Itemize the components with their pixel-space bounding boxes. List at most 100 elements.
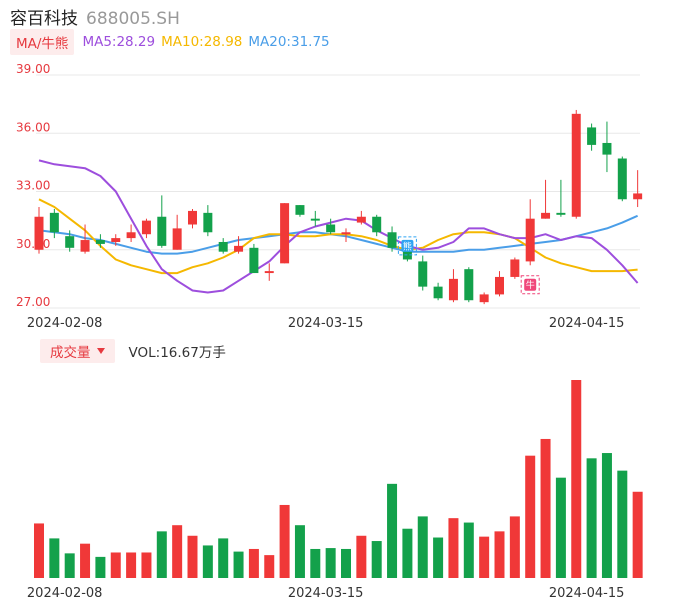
ma5-legend: MA5:28.29 [82, 34, 156, 50]
volume-x-tick-label: 2024-04-15 [549, 586, 625, 601]
candle-body [602, 142, 612, 155]
bear-badge-label: 熊 [403, 240, 412, 252]
candle-body [34, 216, 44, 250]
candle-body [95, 240, 105, 244]
candle-body [587, 127, 597, 145]
candle-body [280, 203, 290, 264]
volume-bar [80, 543, 91, 578]
volume-bar [156, 531, 167, 578]
volume-x-tick-label: 2024-02-08 [27, 586, 103, 601]
volume-bar [172, 525, 183, 578]
candle-body [387, 232, 397, 248]
candle-body [402, 245, 412, 260]
volume-bar [34, 523, 44, 578]
candle-body [510, 259, 520, 277]
candle-body [326, 224, 336, 233]
bull-badge-icon [524, 278, 537, 291]
candle-body [341, 232, 351, 235]
volume-bar [494, 531, 505, 578]
volume-bar [540, 438, 551, 578]
volume-bar [110, 552, 121, 578]
volume-bar [126, 552, 137, 578]
candle-body [203, 212, 213, 233]
volume-bar [479, 536, 490, 578]
volume-indicator-selector[interactable]: 成交量 [40, 339, 115, 363]
candle-body [264, 271, 274, 274]
ma20-legend: MA20:31.75 [248, 34, 330, 50]
volume-x-tick-label: 2024-03-15 [288, 586, 364, 601]
candle-body [433, 286, 443, 299]
volume-bar [248, 548, 259, 578]
candle-body [448, 278, 458, 301]
candle-body [541, 212, 551, 219]
volume-legend: 成交量 VOL:16.67万手 [40, 339, 226, 363]
candle-body [495, 276, 504, 295]
candle-body [633, 193, 643, 200]
volume-bar [202, 545, 213, 578]
candle-body [295, 205, 305, 215]
volume-bar [509, 516, 520, 578]
volume-bar [448, 518, 459, 578]
candle-body [310, 218, 320, 221]
candle-body [249, 247, 259, 274]
bear-badge-icon [401, 239, 414, 252]
volume-bar [49, 538, 60, 578]
y-tick-label: 27.00 [16, 295, 50, 309]
candle-body [571, 113, 581, 217]
volume-bar [463, 522, 474, 578]
volume-bar [264, 555, 275, 578]
ma10-legend: MA10:28.98 [161, 34, 243, 50]
x-tick-label: 2024-04-15 [549, 316, 625, 331]
candle-body [372, 216, 382, 233]
bull-badge-label: 牛 [526, 279, 535, 291]
candle-body [141, 220, 151, 235]
ma5-line [38, 159, 639, 294]
volume-bar [417, 516, 428, 578]
candle-body [80, 240, 90, 252]
candle-body [418, 261, 428, 287]
y-tick-label: 33.00 [16, 179, 50, 193]
volume-tag-label: 成交量 [50, 345, 91, 361]
candle-body [234, 245, 244, 252]
volume-bar [387, 483, 398, 578]
volume-bar [571, 380, 582, 578]
volume-bar [294, 525, 305, 578]
volume-bar [433, 537, 444, 578]
candle-body [111, 238, 121, 242]
volume-bar [555, 477, 566, 578]
bull-badge-frame [520, 275, 540, 295]
volume-bar [617, 470, 628, 578]
volume-bar [371, 541, 382, 578]
candle-body [525, 218, 535, 262]
y-tick-label: 30.00 [16, 237, 50, 251]
x-tick-label: 2024-02-08 [27, 316, 103, 331]
candle-body [464, 269, 474, 301]
volume-bar [402, 528, 413, 578]
stock-code: 688005.SH [86, 9, 180, 29]
volume-bar [586, 458, 597, 578]
volume-value: VOL:16.67万手 [128, 345, 226, 361]
candle-body [356, 216, 366, 223]
volume-bar [141, 552, 152, 578]
volume-bar [632, 491, 643, 578]
ma10-line [38, 198, 638, 275]
candle-body [49, 212, 59, 233]
stock-header: 容百科技 688005.SH [10, 4, 180, 29]
volume-bar [525, 455, 536, 578]
volume-bar [233, 551, 244, 578]
y-tick-label: 39.00 [16, 62, 50, 76]
volume-bar [356, 535, 367, 578]
candle-body [479, 294, 489, 303]
candle-body [126, 232, 136, 239]
volume-bar [64, 553, 75, 578]
ma-legend: MA/牛熊 MA5:28.29 MA10:28.98 MA20:31.75 [10, 29, 336, 55]
ma-indicator-selector[interactable]: MA/牛熊 [10, 29, 75, 55]
x-tick-label: 2024-03-15 [288, 316, 364, 331]
volume-bar [325, 548, 336, 578]
candle-body [556, 212, 566, 215]
volume-bar [341, 548, 351, 578]
dropdown-triangle-icon [96, 348, 105, 354]
volume-bar [310, 548, 321, 578]
stock-name: 容百科技 [10, 9, 78, 29]
